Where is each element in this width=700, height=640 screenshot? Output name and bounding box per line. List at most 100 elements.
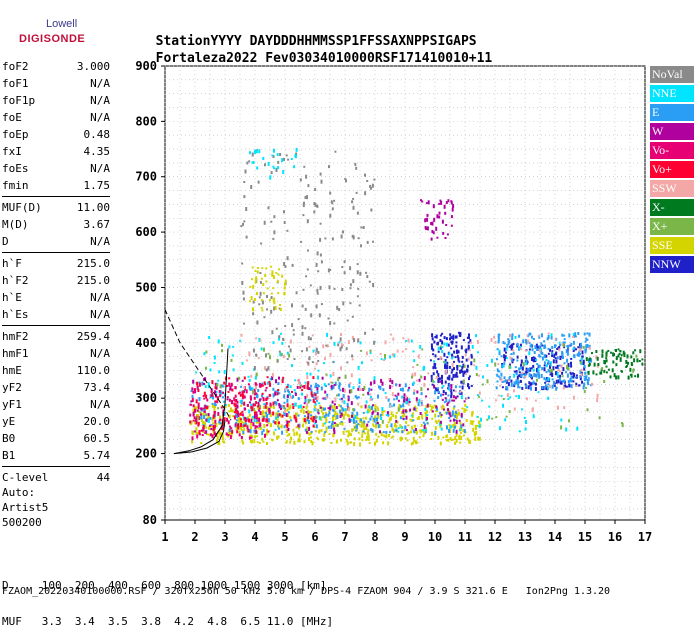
echo-point-vo- [191,397,194,402]
param-row: h`Es N/A [2,306,110,323]
echo-point-noval [331,237,334,241]
echo-point-noval [324,237,327,240]
echo-point-noval [304,327,307,330]
echo-point-nnw [431,383,434,386]
echo-point-e [283,401,286,404]
echo-point-x- [325,373,328,376]
echo-point-vo- [240,436,243,439]
echo-point-noval [291,263,294,267]
echo-point-ssw [495,399,497,402]
echo-point-nne [450,425,453,429]
echo-point-vo- [262,417,265,422]
echo-point-nne [486,364,489,367]
echo-point-e [340,405,342,408]
echo-point-x- [374,408,377,413]
echo-point-noval [327,317,330,320]
echo-point-e [566,345,569,348]
echo-point-sse [332,424,335,428]
echo-point-ssw [470,341,473,344]
param-value: 3.000 [76,60,110,73]
echo-point-sse [383,435,386,438]
echo-point-sse [401,437,403,440]
echo-point-nnw [551,373,554,377]
echo-point-vo- [198,433,201,436]
echo-point-sse [375,438,378,443]
echo-point-nne [286,351,289,355]
echo-point-nne [262,157,265,160]
echo-point-e [370,428,372,432]
scaled-parameters-panel: foF2 3.000 foF1 N/A foF1p N/A foE N/A foEp 0.48 fx… [2,58,110,486]
echo-point-x- [583,390,586,394]
echo-point-ssw [527,339,530,344]
echo-point-noval [319,237,322,242]
echo-point-x- [610,351,613,354]
echo-point-nne [439,422,442,426]
echo-point-nnw [559,355,562,358]
echo-point-noval [244,169,247,174]
echo-point-w [409,408,412,412]
echo-point-noval [339,337,342,342]
echo-point-noval [317,360,320,362]
echo-point-e [236,414,239,418]
echo-point-e [323,415,326,419]
echo-point-nnw [448,365,451,369]
echo-point-sse [455,438,458,443]
echo-point-sse [454,436,457,440]
echo-point-e [561,350,564,355]
echo-point-noval [351,200,354,204]
echo-point-e [495,386,498,390]
echo-point-w [376,412,379,416]
echo-point-e [525,340,528,345]
echo-point-w [458,419,461,422]
echo-point-sse [353,442,356,447]
param-name: D [2,235,9,248]
echo-point-e [497,370,499,373]
echo-point-nne [317,375,319,380]
echo-point-nnw [549,348,551,352]
echo-point-e [315,382,318,385]
echo-point-w [350,401,353,406]
echo-point-e [501,364,504,369]
echo-point-sse [251,278,253,281]
echo-point-vo- [268,381,271,383]
echo-point-nne [537,391,540,394]
echo-point-e [517,380,520,383]
echo-point-noval [370,208,373,212]
echo-point-noval [357,287,360,290]
echo-point-sse [320,416,323,421]
echo-point-w [451,399,454,402]
echo-point-e [540,374,543,378]
echo-point-sse [218,441,221,446]
echo-point-sse [215,439,218,443]
echo-point-nne [312,349,315,353]
echo-point-x- [420,387,423,392]
echo-point-e [454,411,457,413]
echo-point-ssw [332,372,335,376]
echo-point-vo- [310,391,313,396]
header-labels-row: StationYYYY DAYDDDHHMMSSP1FFSSAXNPPSIGAP… [140,19,477,49]
echo-point-e [500,372,503,377]
echo-point-ssw [315,408,318,412]
echo-point-noval [349,302,352,305]
echo-point-vo- [214,386,217,390]
echo-point-e [348,383,351,388]
echo-point-vo- [197,424,200,427]
echo-point-e [256,419,258,422]
echo-point-e [382,431,385,434]
echo-point-w [287,427,290,430]
echo-point-nne [263,403,266,406]
echo-point-e [327,383,330,386]
echo-point-sse [238,421,241,426]
echo-point-nnw [457,356,460,360]
echo-point-noval [373,178,376,181]
echo-point-x- [617,348,620,351]
echo-point-sse [295,431,298,436]
echo-point-e [518,334,521,338]
echo-point-sse [410,419,413,423]
echo-point-nne [255,150,258,154]
echo-point-sse [218,429,221,434]
header-label-ddd: DDD [273,34,297,49]
echo-point-w [402,409,405,414]
echo-point-e [519,367,522,370]
echo-point-sse [375,432,378,436]
